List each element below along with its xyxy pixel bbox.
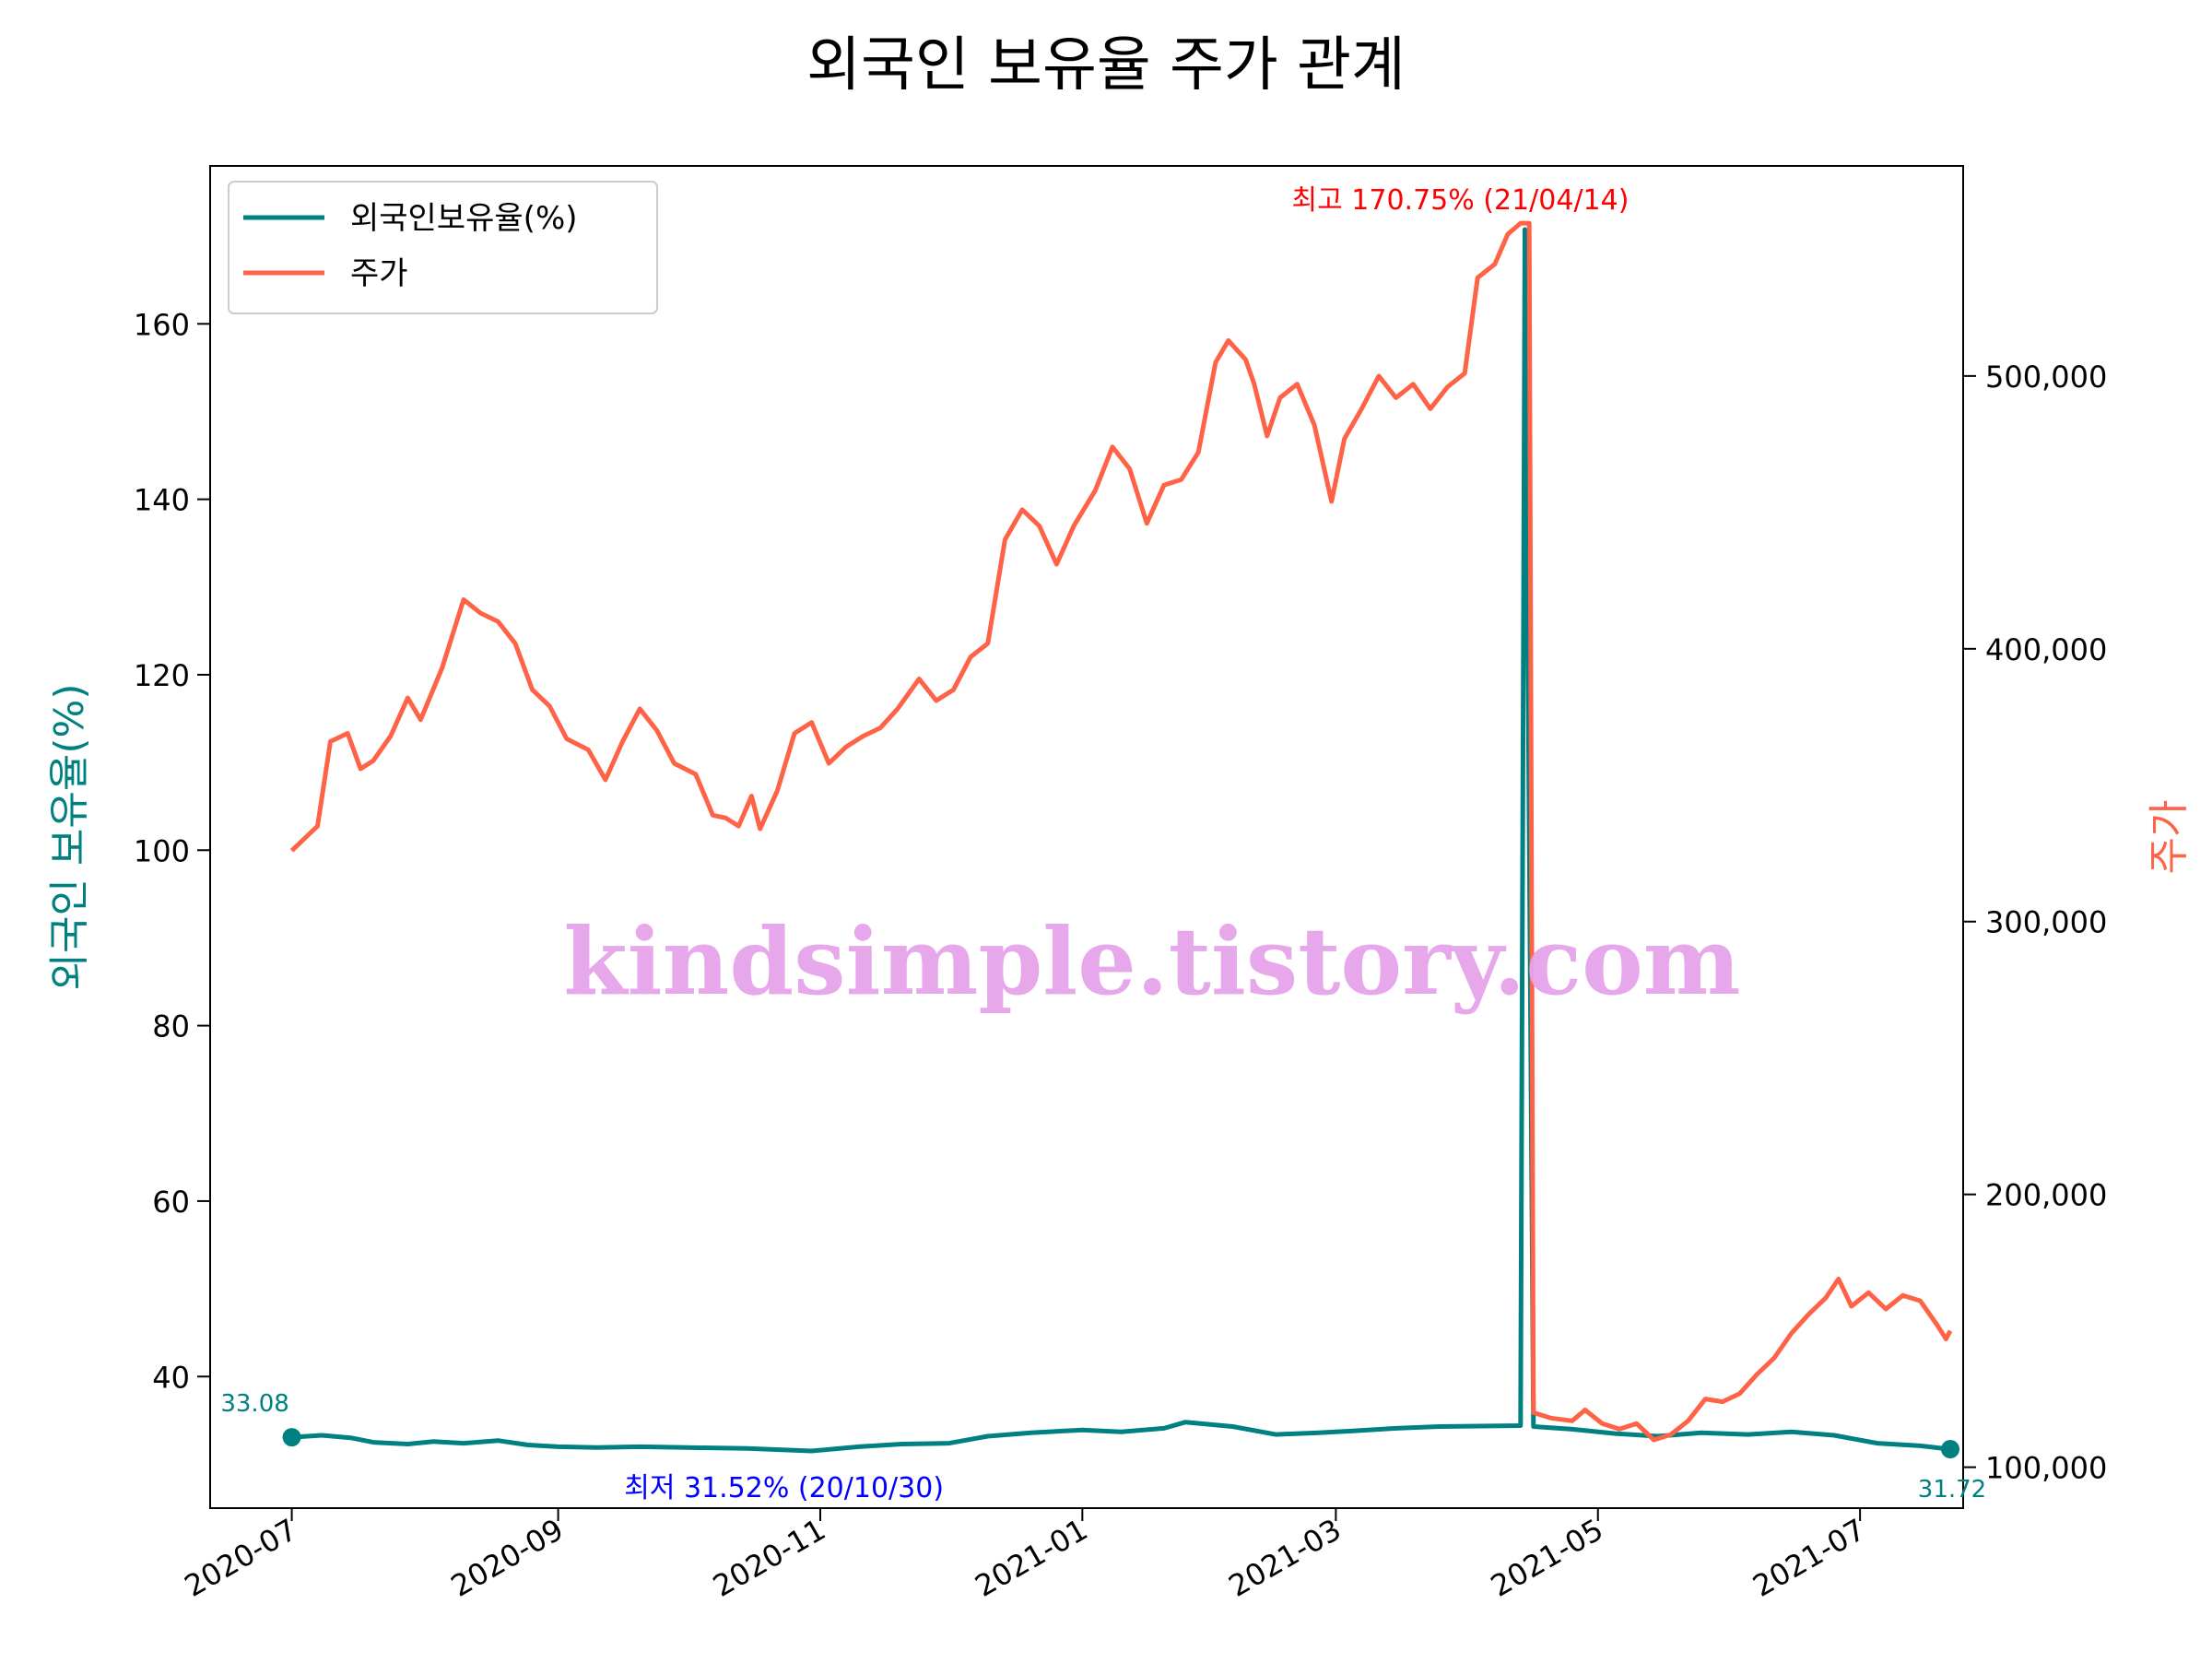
legend-box xyxy=(228,181,658,314)
end-point-marker xyxy=(1941,1440,1960,1459)
y-right-tick-label: 200,000 xyxy=(1985,1178,2107,1213)
min-annotation: 최저 31.52% (20/10/30) xyxy=(624,1472,944,1504)
x-tick-label: 2020-11 xyxy=(707,1512,831,1604)
y-left-tick-label: 140 xyxy=(134,483,190,518)
y-left-tick-label: 100 xyxy=(134,833,190,868)
y-left-tick-label: 160 xyxy=(134,307,190,342)
y-left-label: 외국인 보유율(%) xyxy=(46,683,93,990)
x-tick-label: 2021-05 xyxy=(1485,1512,1609,1604)
end-value-label: 31.72 xyxy=(1918,1476,1986,1504)
chart-title: 외국인 보유율 주가 관계 xyxy=(806,31,1406,100)
series-line-price xyxy=(289,220,1953,1443)
start-point-marker xyxy=(282,1428,301,1447)
x-tick-label: 2021-07 xyxy=(1747,1512,1871,1604)
y-right-tick-label: 400,000 xyxy=(1985,632,2107,667)
y-right-tick-label: 300,000 xyxy=(1985,905,2107,940)
y-right-label: 주가 xyxy=(2146,800,2193,875)
legend-label-foreign: 외국인보유율(%) xyxy=(350,200,578,237)
series-layer xyxy=(282,220,1960,1459)
y-right-tick-label: 100,000 xyxy=(1985,1451,2107,1486)
max-annotation: 최고 170.75% (21/04/14) xyxy=(1292,184,1630,217)
start-value-label: 33.08 xyxy=(220,1390,288,1418)
x-axis: 2020-07 2020-09 2020-11 2021-01 2021-03 2021-… xyxy=(179,1508,1871,1604)
y-right-axis: 100,000 200,000 300,000 400,000 500,000 xyxy=(1963,360,2107,1486)
x-tick-label: 2021-03 xyxy=(1223,1512,1347,1604)
x-tick-label: 2021-01 xyxy=(970,1512,1094,1604)
legend: 외국인보유율(%) 주가 xyxy=(228,181,658,314)
y-left-tick-label: 80 xyxy=(152,1009,190,1044)
y-left-axis: 40 60 80 100 120 140 160 xyxy=(134,307,210,1395)
annotation-layer: 최고 170.75% (21/04/14) 최저 31.52% (20/10/30… xyxy=(220,184,1986,1504)
x-tick-label: 2020-07 xyxy=(179,1512,303,1604)
y-left-tick-label: 40 xyxy=(152,1360,190,1395)
watermark: kindsimple.tistory.com xyxy=(563,907,1740,1016)
plot-frame xyxy=(209,165,1964,1509)
y-left-tick-label: 60 xyxy=(152,1185,190,1220)
series-line-foreign-ratio xyxy=(291,227,1951,1454)
x-tick-label: 2020-09 xyxy=(445,1512,570,1604)
y-left-tick-label: 120 xyxy=(134,658,190,693)
legend-label-price: 주가 xyxy=(350,255,408,292)
y-right-tick-label: 500,000 xyxy=(1985,360,2107,395)
